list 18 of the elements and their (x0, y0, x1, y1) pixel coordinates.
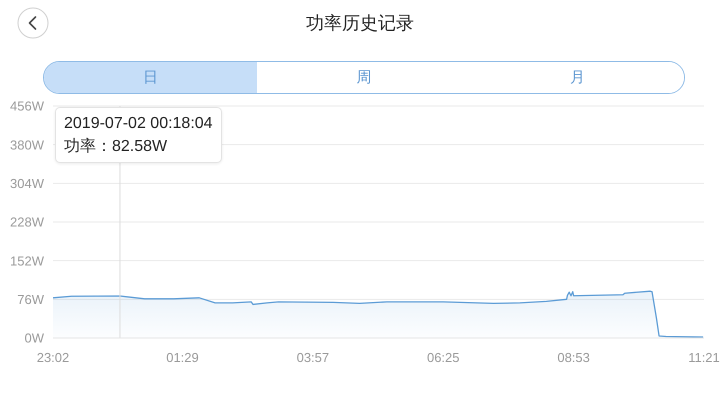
x-tick-label: 08:53 (557, 350, 590, 366)
x-tick-label: 11:21 (688, 350, 720, 366)
annotation: 2019-07-02 00:18:04 (64, 114, 213, 134)
x-tick-label: 06:25 (426, 350, 460, 366)
x-tick-label: 01:29 (166, 350, 199, 366)
y-tick-label: 304W (10, 176, 45, 191)
y-tick-label: 152W (10, 253, 45, 268)
chart-title: 功率历史记录 (306, 13, 414, 33)
y-tick-label: 456W (10, 98, 45, 114)
selected-tab: 日 (44, 62, 258, 93)
y-tick-label: 228W (10, 214, 45, 230)
x-tick-label: 03:57 (296, 350, 330, 366)
x-tick-label: 23:02 (36, 350, 70, 366)
y-tick-label: 76W (17, 292, 45, 307)
annotation: 功率：82.58W (64, 136, 168, 157)
tooltip-box: 2019-07-02 00:18:04 功率：82.58W (55, 107, 222, 163)
y-tick-label: 380W (10, 137, 45, 152)
y-tick-label: 0W (24, 330, 45, 346)
